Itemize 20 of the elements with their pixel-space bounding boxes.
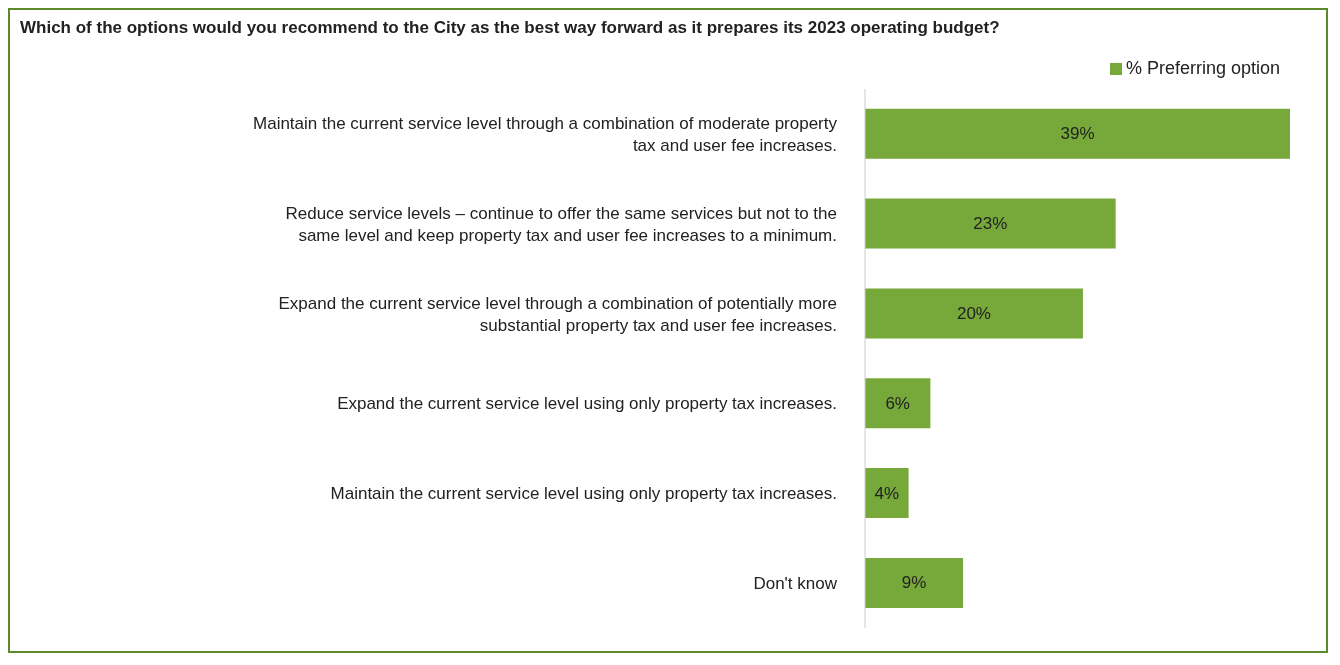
y-tick-label: Don't know bbox=[753, 573, 838, 593]
y-tick-label: Expand the current service level through a combination of potentially more substantial property tax and user fee increases. bbox=[278, 293, 837, 335]
data-label: 39% bbox=[1060, 124, 1095, 144]
bar bbox=[865, 108, 1290, 159]
y-tick-label: Expand the current service level using only property tax increases. bbox=[337, 393, 837, 413]
legend-label: % Preferring option bbox=[1125, 58, 1280, 78]
bar bbox=[865, 288, 1083, 339]
data-label: 20% bbox=[956, 303, 991, 323]
bar bbox=[865, 468, 909, 519]
bar bbox=[865, 557, 964, 608]
y-tick-label: Maintain the current service level using only property tax increases. bbox=[330, 483, 837, 503]
data-label: 4% bbox=[874, 483, 900, 503]
bar bbox=[865, 378, 931, 429]
data-label: 6% bbox=[885, 393, 910, 413]
data-label: 9% bbox=[901, 573, 927, 593]
y-tick-label: Reduce service levels – continue to offer the same services but not to the same level and keep property tax and user fee increases to a minimum. bbox=[285, 203, 837, 245]
text: Which of the options would you recommend to the City as the best way forward as it prepares its 2023 operating budget? bbox=[19, 17, 1001, 38]
y-tick-label: Maintain the current service level through a combination of moderate property tax and user fee increases. bbox=[253, 113, 838, 155]
data-label: 23% bbox=[973, 214, 1008, 234]
bar bbox=[865, 198, 1116, 249]
